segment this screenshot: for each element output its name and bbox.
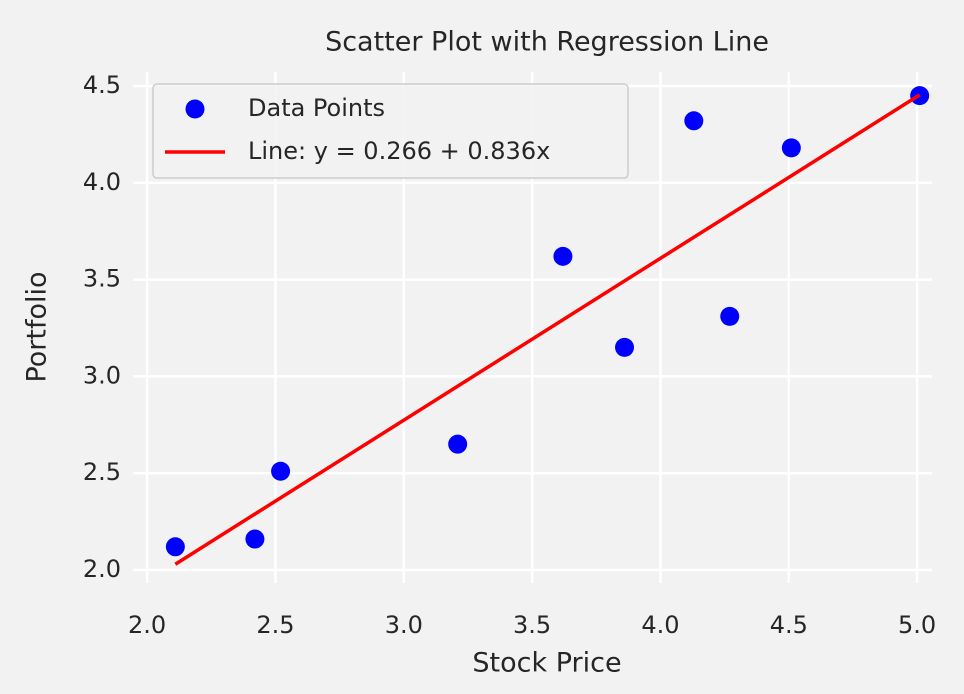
y-axis-label: Portfolio: [22, 271, 53, 382]
data-point: [720, 306, 740, 326]
x-tick-label: 3.5: [513, 611, 551, 639]
y-tick-label: 3.0: [83, 361, 121, 389]
y-tick-label: 4.0: [83, 168, 121, 196]
legend-marker: [185, 99, 205, 119]
x-tick-label: 2.5: [256, 611, 294, 639]
x-tick-label: 3.0: [385, 611, 423, 639]
x-tick-label: 5.0: [898, 611, 936, 639]
y-tick-label: 3.5: [83, 265, 121, 293]
data-point: [684, 111, 704, 131]
y-tick-label: 2.0: [83, 555, 121, 583]
data-point: [245, 529, 265, 549]
chart-title: Scatter Plot with Regression Line: [325, 27, 769, 58]
data-point: [165, 537, 185, 557]
data-point: [615, 337, 635, 357]
y-tick-label: 4.5: [83, 71, 121, 99]
x-tick-label: 2.0: [128, 611, 166, 639]
legend-label: Line: y = 0.266 + 0.836x: [248, 137, 550, 165]
data-point: [271, 461, 291, 481]
data-point: [553, 246, 573, 266]
legend-box: [152, 83, 629, 179]
x-tick-label: 4.5: [770, 611, 808, 639]
legend-label: Data Points: [248, 94, 385, 122]
data-point: [448, 434, 468, 454]
x-axis-label: Stock Price: [472, 648, 621, 679]
regression-line: [174, 93, 921, 566]
y-tick-label: 2.5: [83, 458, 121, 486]
data-point: [781, 138, 801, 158]
x-tick-label: 4.0: [641, 611, 679, 639]
